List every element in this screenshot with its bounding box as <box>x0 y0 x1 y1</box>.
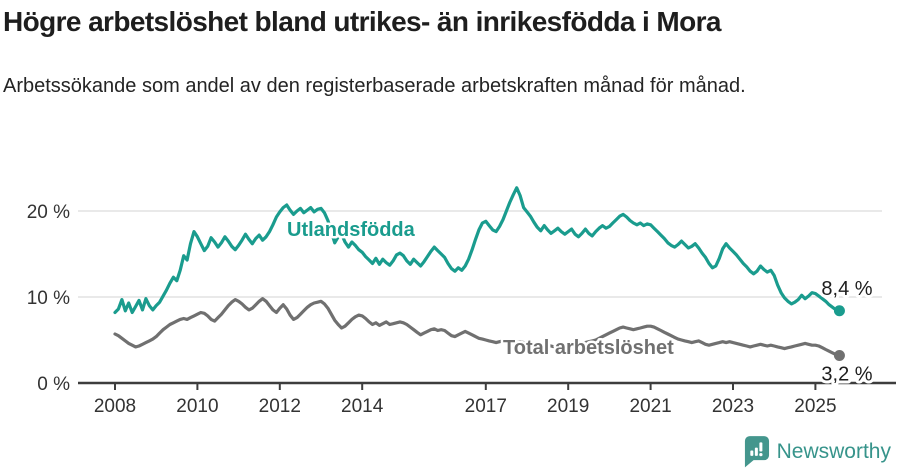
x-tick-label: 2019 <box>547 396 589 417</box>
x-tick-label: 2021 <box>629 396 671 417</box>
brand-footer: Newsworthy <box>743 435 891 468</box>
value-label: 8,4 % <box>821 278 872 300</box>
y-tick-label: 10 % <box>27 288 70 309</box>
unemployment-chart: 0 % 10 % 20 % 2008 2010 2012 2014 2017 2019 2021 2… <box>27 186 896 417</box>
series-line-1 <box>113 297 842 358</box>
newsworthy-wordmark: Newsworthy <box>776 439 891 463</box>
series-label: Utlandsfödda <box>287 219 416 241</box>
page-title: Högre arbetslöshet bland utrikes- än inr… <box>3 6 721 37</box>
x-tick-label: 2017 <box>465 396 507 417</box>
page-subtitle: Arbetssökande som andel av den registerb… <box>3 75 746 97</box>
x-tick-label: 2025 <box>794 396 836 417</box>
y-tick-label: 20 % <box>27 202 70 223</box>
value-label: 3,2 % <box>821 363 872 385</box>
series-label: Total arbetslöshet <box>503 337 674 359</box>
x-tick-label: 2008 <box>94 396 136 417</box>
series-line-0 <box>113 186 842 315</box>
x-tick-label: 2023 <box>712 396 754 417</box>
newsworthy-logo-icon <box>744 436 769 468</box>
series-end-dot <box>833 305 845 317</box>
x-tick-label: 2014 <box>341 396 384 417</box>
y-tick-label: 0 % <box>37 374 70 395</box>
x-tick-label: 2010 <box>176 396 218 417</box>
x-tick-label: 2012 <box>259 396 301 417</box>
series-end-dot <box>833 349 845 361</box>
